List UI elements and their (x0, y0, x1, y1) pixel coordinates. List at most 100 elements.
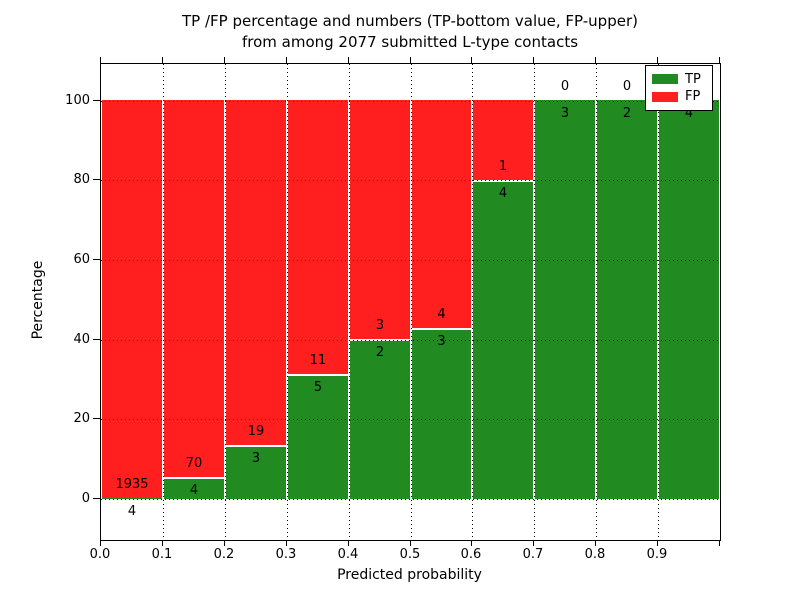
gridline-vertical (534, 64, 535, 540)
tp-bar-segment (288, 374, 348, 499)
legend-label-tp: TP (685, 71, 701, 87)
x-tick-top (100, 57, 101, 63)
y-tick-label: 80 (73, 172, 90, 187)
fp-count-label: 4 (437, 307, 446, 322)
x-tick-top (224, 57, 225, 63)
tp-bar-segment (659, 100, 719, 499)
x-tick-top (471, 57, 472, 63)
x-tick-bottom (657, 540, 658, 546)
x-axis-label: Predicted probability (337, 567, 482, 583)
x-tick-bottom (224, 540, 225, 546)
gridline-horizontal (101, 260, 720, 261)
fp-count-label: 0 (560, 79, 570, 94)
x-tick-top (348, 57, 349, 63)
fp-bar-segment (473, 100, 533, 180)
x-tick-label: 0.1 (151, 547, 173, 562)
gridline-vertical (287, 64, 288, 540)
tp-bar-segment (164, 477, 224, 499)
x-tick-label: 0.8 (584, 547, 606, 562)
tp-bar-segment (102, 498, 162, 499)
legend-label-fp: FP (685, 89, 701, 105)
tp-count-label: 2 (622, 106, 632, 121)
fp-color-swatch (652, 91, 678, 102)
x-tick-label: 0.2 (213, 547, 235, 562)
y-tick (93, 498, 100, 499)
tp-count-label: 4 (189, 483, 199, 498)
tp-count-label: 3 (437, 334, 446, 349)
y-tick (93, 418, 100, 419)
fp-bar-segment (288, 100, 348, 374)
tp-count-label: 5 (313, 380, 323, 395)
x-tick-label: 0.6 (460, 547, 482, 562)
x-tick-bottom (162, 540, 163, 546)
fp-count-label: 1 (498, 159, 508, 174)
tp-bar-segment (226, 445, 286, 499)
gridline-vertical (596, 64, 597, 540)
y-tick-label: 60 (73, 252, 90, 267)
legend: TP FP (645, 65, 713, 111)
bar-bin-0.0-0.1 (101, 100, 163, 499)
x-tick-top (719, 57, 720, 63)
x-tick-bottom (533, 540, 534, 546)
bar-bin-0.5-0.6 (411, 100, 472, 499)
x-tick-label: 0.7 (522, 547, 544, 562)
bar-bin-0.1-0.2 (163, 100, 225, 499)
bar-bin-0.2-0.3 (225, 100, 287, 499)
gridline-vertical (225, 64, 226, 540)
fp-count-label: 19 (247, 424, 265, 439)
y-tick (93, 339, 100, 340)
x-tick-bottom (348, 540, 349, 546)
legend-item-fp: FP (652, 90, 706, 103)
tp-count-label: 3 (251, 451, 261, 466)
gridline-vertical (349, 64, 350, 540)
gridline-vertical (411, 64, 412, 540)
gridline-horizontal (101, 180, 720, 181)
fp-bar-segment (350, 100, 410, 339)
fp-count-label: 0 (622, 79, 632, 94)
fp-count-label: 70 (185, 456, 203, 471)
bar-bin-0.9-1.0 (658, 100, 720, 499)
y-tick (93, 179, 100, 180)
tp-bar-segment (535, 100, 595, 499)
x-tick-top (657, 57, 658, 63)
bar-bin-0.8-0.9 (596, 100, 658, 499)
x-tick-top (286, 57, 287, 63)
x-tick-label: 0.3 (275, 547, 297, 562)
fp-bar-segment (164, 100, 224, 477)
fp-count-label: 3 (375, 318, 385, 333)
gridline-horizontal (101, 340, 720, 341)
x-tick-top (410, 57, 411, 63)
tp-count-label: 4 (127, 504, 137, 519)
fp-bar-segment (412, 100, 471, 328)
tp-count-label: 3 (560, 106, 570, 121)
tp-count-label: 2 (375, 345, 385, 360)
x-tick-label: 0.5 (399, 547, 421, 562)
bar-bin-0.4-0.5 (349, 100, 411, 499)
chart-title-line-2: from among 2077 submitted L-type contact… (241, 33, 579, 51)
bar-bin-0.7-0.8 (534, 100, 596, 499)
x-tick-bottom (471, 540, 472, 546)
y-tick (93, 100, 100, 101)
x-tick-bottom (286, 540, 287, 546)
y-tick-label: 100 (65, 93, 90, 108)
x-tick-top (533, 57, 534, 63)
gridline-vertical (163, 64, 164, 540)
x-tick-label: 0.4 (337, 547, 359, 562)
gridline-vertical (472, 64, 473, 540)
fp-bar-segment (226, 100, 286, 445)
gridline-horizontal (101, 499, 720, 500)
gridline-vertical (658, 64, 659, 540)
fp-count-label: 1935 (115, 477, 149, 492)
y-tick-label: 40 (73, 332, 90, 347)
y-tick-label: 0 (81, 491, 90, 506)
y-axis-label: Percentage (30, 260, 46, 340)
fp-bar-segment (102, 100, 162, 498)
fp-count-label: 11 (309, 353, 327, 368)
chart-title-line-1: TP /FP percentage and numbers (TP-bottom… (182, 12, 638, 30)
gridline-horizontal (101, 419, 720, 420)
y-tick (93, 259, 100, 260)
x-tick-bottom (595, 540, 596, 546)
x-tick-bottom (719, 540, 720, 546)
x-tick-label: 0.0 (89, 547, 111, 562)
